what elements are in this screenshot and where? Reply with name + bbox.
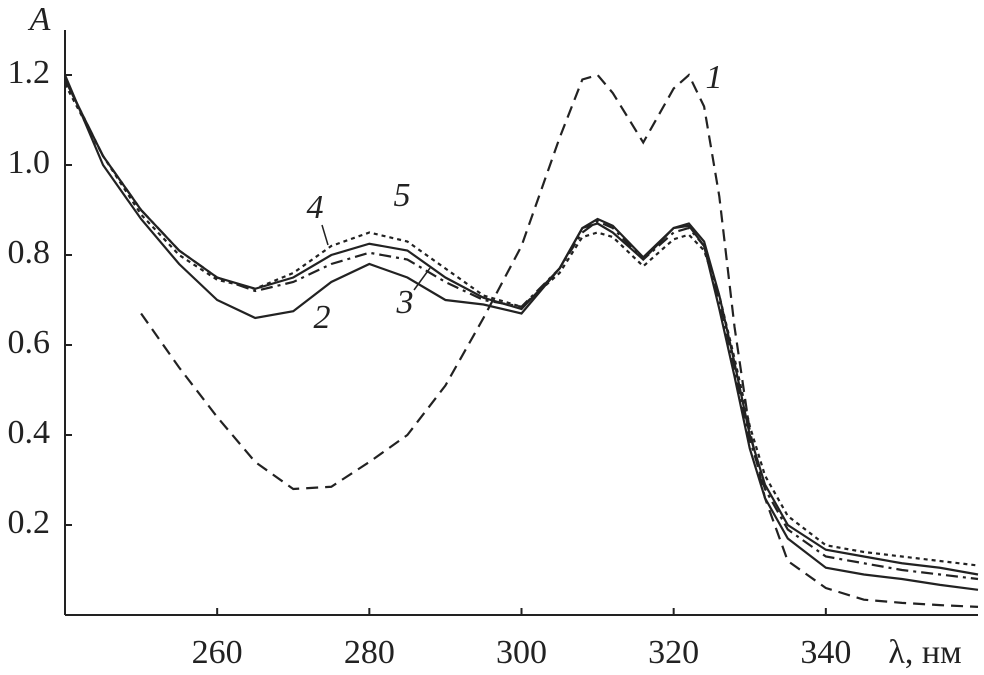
spectrum-line	[64, 83, 979, 567]
spectrum-line	[63, 74, 979, 591]
label-leader	[413, 267, 431, 291]
x-tick-label: 300	[496, 634, 547, 671]
y-tick-label: 0.8	[8, 234, 51, 271]
y-tick-label: 1.0	[8, 144, 51, 181]
x-tick-label: 280	[344, 634, 395, 671]
curve-label: 2	[314, 299, 331, 336]
y-tick-label: 0.4	[8, 414, 51, 451]
curve-label: 3	[396, 284, 414, 321]
spectrum-line	[140, 73, 979, 608]
x-axis-label: λ, нм	[888, 634, 961, 671]
y-tick-label: 0.6	[8, 324, 51, 361]
x-tick-label: 340	[800, 634, 851, 671]
x-tick-label: 320	[648, 634, 699, 671]
spectrum-line	[64, 79, 979, 581]
curve-label: 5	[394, 177, 411, 214]
label-leader	[321, 224, 329, 246]
curve-label: 1	[706, 59, 723, 96]
spectrum-line	[64, 79, 979, 576]
y-tick-label: 1.2	[8, 54, 51, 91]
y-tick-label: 0.2	[8, 504, 51, 541]
y-axis-label: A	[28, 1, 51, 38]
x-tick-label: 260	[192, 634, 243, 671]
curve-label: 4	[307, 189, 324, 226]
